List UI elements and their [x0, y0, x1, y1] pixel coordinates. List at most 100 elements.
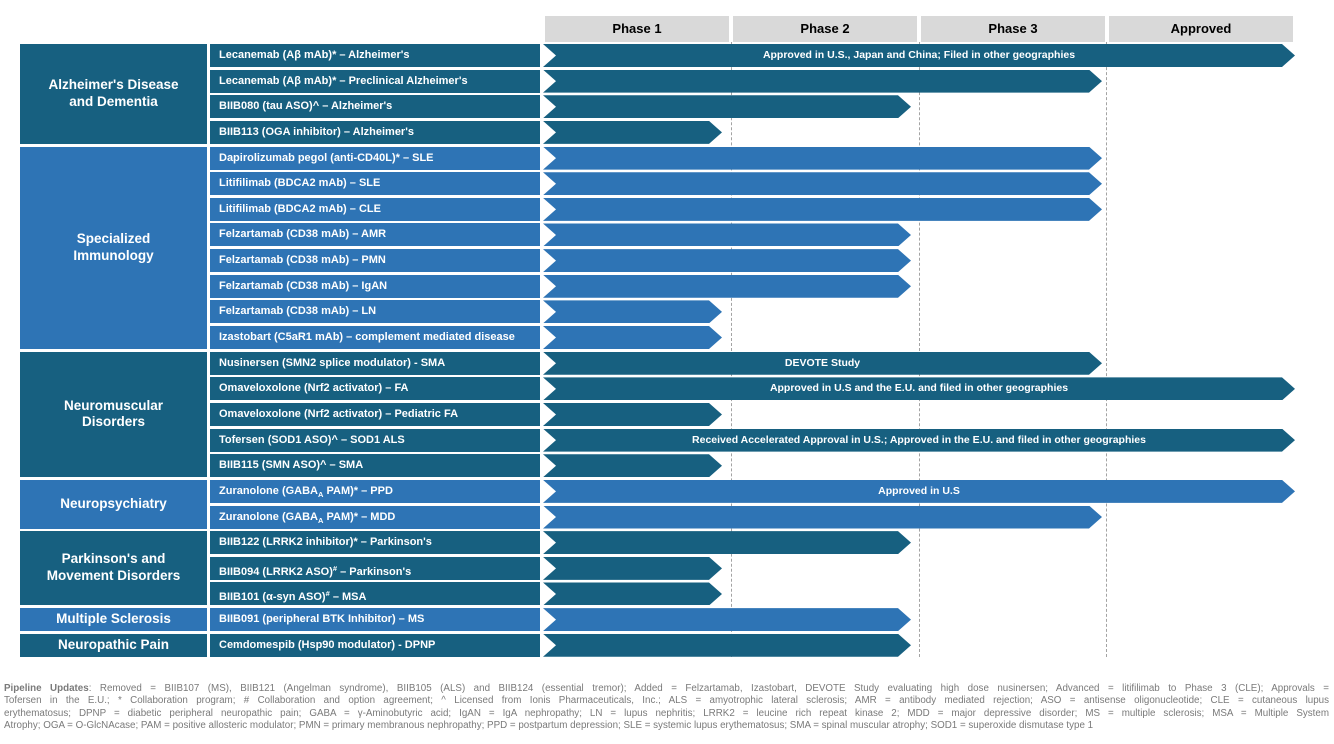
pipeline-row: Litifilimab (BDCA2 mAb) – SLE [210, 172, 1102, 196]
category-box: Neuropathic Pain [20, 633, 207, 657]
stage-bar-phase2 [543, 275, 911, 298]
category-box: Specialized Immunology [20, 146, 207, 350]
pipeline-row: Felzartamab (CD38 mAb) – IgAN [210, 274, 1102, 298]
pipeline-row: Cemdomespib (Hsp90 modulator) - DPNP [210, 633, 911, 657]
stage-bar-phase2 [543, 608, 911, 631]
drug-label-text: BIIB094 (LRRK2 ASO) [219, 565, 333, 578]
drug-label: BIIB122 (LRRK2 inhibitor)* – Parkinson's [210, 531, 540, 555]
drug-label: BIIB115 (SMN ASO)^ – SMA [210, 454, 540, 478]
footnote-line-4: Atrophy; OGA = O-GlcNAcase; PAM = positi… [4, 720, 1094, 732]
category-box: Neuropsychiatry [20, 479, 207, 529]
pipeline-row: Izastobart (C5aR1 mAb) – complement medi… [210, 326, 1102, 350]
category-box: Multiple Sclerosis [20, 608, 207, 632]
pipeline-section-2: Specialized Immunology Dapirolizumab pego… [20, 146, 1295, 350]
section-rows: Nusinersen (SMN2 splice modulator) - SMA… [210, 351, 1295, 478]
drug-label-text: PAM)* – PPD [323, 484, 393, 497]
footnote-line-3: erythematosus; DPNP = diabetic periphera… [4, 707, 1329, 719]
pipeline-row: Felzartamab (CD38 mAb) – PMN [210, 249, 1102, 273]
drug-label-text: BIIB122 (LRRK2 inhibitor)* – Parkinson's [219, 536, 432, 549]
drug-label-text: Zuranolone (GABA [219, 510, 318, 523]
drug-label: Litifilimab (BDCA2 mAb) – CLE [210, 197, 540, 221]
phase-boundary-line-3 [1106, 42, 1107, 657]
pipeline-row: Tofersen (SOD1 ASO)^ – SOD1 ALS Received … [210, 428, 1295, 452]
drug-label: BIIB080 (tau ASO)^ – Alzheimer's [210, 95, 540, 119]
drug-label: Izastobart (C5aR1 mAb) – complement medi… [210, 326, 540, 350]
drug-label: BIIB094 (LRRK2 ASO)# – Parkinson's [210, 556, 540, 580]
drug-label: BIIB113 (OGA inhibitor) – Alzheimer's [210, 120, 540, 144]
section-rows: BIIB122 (LRRK2 inhibitor)* – Parkinson's… [210, 531, 911, 606]
drug-label: Omaveloxolone (Nrf2 activator) – Pediatr… [210, 402, 540, 426]
drug-label-text: A [318, 515, 324, 525]
pipeline-row: Nusinersen (SMN2 splice modulator) - SMA… [210, 351, 1295, 375]
category-box: Alzheimer's Disease and Dementia [20, 44, 207, 144]
drug-label-text: Felzartamab (CD38 mAb) – LN [219, 305, 377, 318]
drug-label-text: Felzartamab (CD38 mAb) – IgAN [219, 279, 388, 292]
section-rows: Zuranolone (GABAA PAM)* – PPD Approved in… [210, 479, 1295, 529]
drug-label-text: BIIB115 (SMN ASO)^ – SMA [219, 459, 364, 472]
stage-bar-phase1 [543, 300, 722, 323]
drug-label-text: A [318, 489, 324, 499]
drug-label-text: – Parkinson's [337, 565, 412, 578]
stage-bar-phase1 [543, 326, 722, 349]
pipeline-row: Omaveloxolone (Nrf2 activator) – FA Appro… [210, 377, 1295, 401]
pipeline-row: Zuranolone (GABAA PAM)* – PPD Approved in… [210, 479, 1295, 503]
stage-bar-approved: Approved in U.S [543, 480, 1295, 503]
drug-label-text: # [332, 563, 338, 573]
drug-label-text: BIIB113 (OGA inhibitor) – Alzheimer's [219, 125, 414, 138]
drug-label-text: Cemdomespib (Hsp90 modulator) - DPNP [219, 638, 436, 651]
pipeline-row: BIIB101 (α-syn ASO)# – MSA [210, 582, 911, 606]
section-rows: Lecanemab (Aβ mAb)* – Alzheimer's Approve… [210, 44, 1295, 144]
pipeline-row: Dapirolizumab pegol (anti-CD40L)* – SLE [210, 146, 1102, 170]
drug-label: Omaveloxolone (Nrf2 activator) – FA [210, 377, 540, 401]
stage-bar-phase3 [543, 506, 1102, 529]
drug-label-text: PAM)* – MDD [323, 510, 396, 523]
pipeline-row: BIIB122 (LRRK2 inhibitor)* – Parkinson's [210, 531, 911, 555]
pipeline-row: BIIB091 (peripheral BTK Inhibitor) – MS [210, 608, 911, 632]
footnote-lead-label: Pipeline Updates [4, 683, 89, 694]
pipeline-section-6: Multiple Sclerosis BIIB091 (peripheral BT… [20, 608, 1295, 632]
stage-bar-phase1 [543, 582, 722, 605]
pipeline-section-5: Parkinson's and Movement Disorders BIIB12… [20, 531, 1295, 606]
stage-bar-phase1 [543, 454, 722, 477]
pipeline-row: BIIB080 (tau ASO)^ – Alzheimer's [210, 95, 1295, 119]
stage-bar-phase1 [543, 121, 722, 144]
stage-bar-approved: Approved in U.S., Japan and China; Filed… [543, 44, 1295, 67]
pipeline-row: Litifilimab (BDCA2 mAb) – CLE [210, 197, 1102, 221]
category-box: Parkinson's and Movement Disorders [20, 531, 207, 606]
stage-bar-phase2 [543, 95, 911, 118]
drug-label: Felzartamab (CD38 mAb) – LN [210, 300, 540, 324]
pipeline-row: Omaveloxolone (Nrf2 activator) – Pediatr… [210, 402, 1295, 426]
drug-label-text: – MSA [329, 591, 367, 604]
phase-boundary-line-1 [731, 42, 732, 657]
category-box: Neuromuscular Disorders [20, 351, 207, 478]
drug-label: BIIB091 (peripheral BTK Inhibitor) – MS [210, 608, 540, 632]
drug-label: Tofersen (SOD1 ASO)^ – SOD1 ALS [210, 428, 540, 452]
drug-label-text: Omaveloxolone (Nrf2 activator) – FA [219, 382, 409, 395]
drug-label-text: Dapirolizumab pegol (anti-CD40L)* – SLE [219, 151, 434, 164]
drug-label: Litifilimab (BDCA2 mAb) – SLE [210, 172, 540, 196]
drug-label-text: Felzartamab (CD38 mAb) – PMN [219, 254, 386, 267]
drug-label: BIIB101 (α-syn ASO)# – MSA [210, 582, 540, 606]
drug-label: Lecanemab (Aβ mAb)* – Preclinical Alzhei… [210, 69, 540, 93]
drug-label-text: Lecanemab (Aβ mAb)* – Alzheimer's [219, 49, 410, 61]
stage-bar-phase2 [543, 634, 911, 657]
drug-label-text: BIIB091 (peripheral BTK Inhibitor) – MS [219, 613, 425, 626]
phase-header-approved: Approved [1109, 16, 1293, 42]
drug-label-text: Izastobart (C5aR1 mAb) – complement medi… [219, 331, 515, 344]
section-rows: BIIB091 (peripheral BTK Inhibitor) – MS [210, 608, 911, 632]
drug-label-text: Litifilimab (BDCA2 mAb) – SLE [219, 177, 381, 190]
stage-bar-phase2 [543, 223, 911, 246]
stage-bar-approved: Approved in U.S and the E.U. and filed i… [543, 377, 1295, 400]
stage-bar-phase3 [543, 147, 1102, 170]
drug-label-text: Litifilimab (BDCA2 mAb) – CLE [219, 202, 381, 215]
pipeline-row: BIIB115 (SMN ASO)^ – SMA [210, 454, 1295, 478]
drug-label: Cemdomespib (Hsp90 modulator) - DPNP [210, 633, 540, 657]
drug-label: Lecanemab (Aβ mAb)* – Alzheimer's [210, 44, 540, 67]
pipeline-row: BIIB113 (OGA inhibitor) – Alzheimer's [210, 120, 1295, 144]
footnote-line-1: Pipeline Updates: Removed = BIIB107 (MS)… [4, 683, 1329, 694]
stage-bar-approved: Received Accelerated Approval in U.S.; A… [543, 429, 1295, 452]
drug-label-text: BIIB101 (α-syn ASO) [219, 591, 326, 604]
drug-label-text: Nusinersen (SMN2 splice modulator) - SMA [219, 356, 446, 369]
drug-label-text: Zuranolone (GABA [219, 484, 318, 497]
